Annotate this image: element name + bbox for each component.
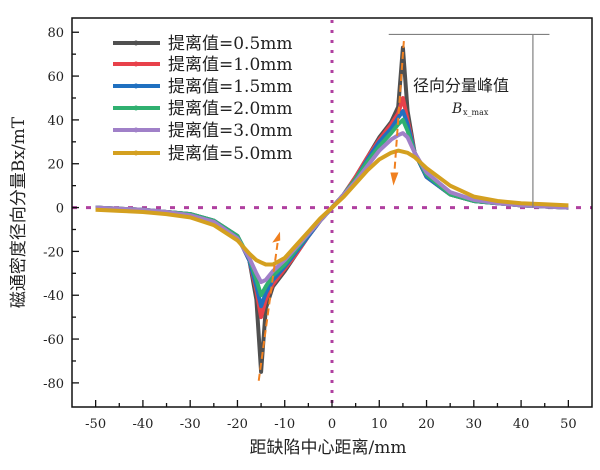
legend-marker-3 xyxy=(133,105,139,111)
series-line-5 xyxy=(95,148,569,267)
y-tick-label: -40 xyxy=(43,289,64,304)
x-tick-label: -50 xyxy=(85,417,106,432)
x-tick-label: -40 xyxy=(132,417,153,432)
legend-label-3: 提离值=2.0mm xyxy=(168,99,293,119)
y-tick-label: -80 xyxy=(43,377,64,392)
x-tick-label: -20 xyxy=(227,417,248,432)
y-tick-label: 80 xyxy=(47,26,64,41)
arrow-up-icon xyxy=(272,231,281,243)
y-tick-label: 60 xyxy=(47,70,64,85)
legend-marker-5 xyxy=(133,150,139,156)
legend: 提离值=0.5mm提离值=1.0mm提离值=1.5mm提离值=2.0mm提离值=… xyxy=(113,34,293,164)
x-tick-label: -10 xyxy=(274,417,295,432)
y-tick-label: 20 xyxy=(47,158,64,173)
trend-arrow-negative-line xyxy=(257,242,279,381)
arrow-down-icon xyxy=(390,172,399,186)
legend-marker-1 xyxy=(133,61,139,67)
x-tick-label: 20 xyxy=(418,417,435,432)
legend-label-5: 提离值=5.0mm xyxy=(168,144,293,164)
legend-marker-0 xyxy=(133,40,139,46)
x-axis-label: 距缺陷中心距离/mm xyxy=(250,438,407,458)
x-tick-label: -30 xyxy=(180,417,201,432)
legend-label-2: 提离值=1.5mm xyxy=(168,77,293,97)
legend-marker-4 xyxy=(133,127,139,133)
x-tick-label: 40 xyxy=(513,417,530,432)
legend-label-1: 提离值=1.0mm xyxy=(168,55,293,75)
y-tick-label: 40 xyxy=(47,114,64,129)
x-tick-label: 30 xyxy=(466,417,483,432)
y-tick-label: -60 xyxy=(43,333,64,348)
x-tick-label: 10 xyxy=(371,417,388,432)
y-axis-label: 磁通密度径向分量Bx/mT xyxy=(9,116,29,308)
y-tick-label: 0 xyxy=(56,202,64,217)
legend-label-0: 提离值=0.5mm xyxy=(168,34,293,54)
peak-symbol-subscript: x_max xyxy=(463,108,489,117)
legend-label-4: 提离值=3.0mm xyxy=(168,121,293,141)
peak-label: 径向分量峰值 xyxy=(413,76,509,95)
legend-marker-2 xyxy=(133,83,139,89)
peak-symbol: B xyxy=(451,101,462,117)
y-tick-label: -20 xyxy=(43,245,64,260)
x-tick-label: 0 xyxy=(328,417,336,432)
x-tick-label: 50 xyxy=(560,417,577,432)
